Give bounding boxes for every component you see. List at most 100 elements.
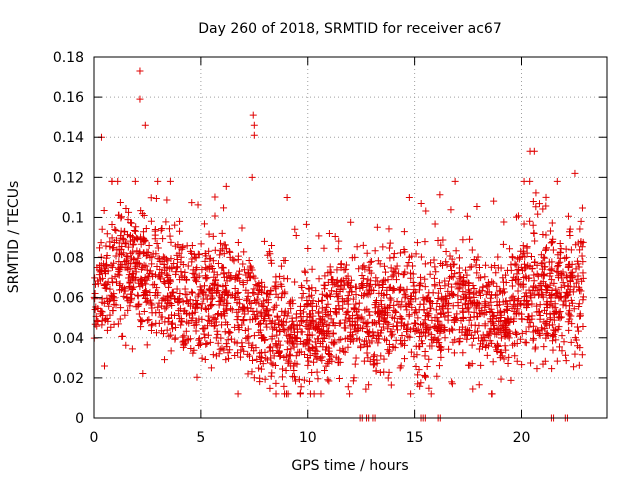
data-point: [544, 283, 552, 291]
data-point: [530, 271, 538, 279]
data-point: [564, 282, 572, 290]
data-point: [393, 326, 401, 334]
data-point: [368, 286, 376, 294]
data-point: [365, 263, 373, 271]
data-point: [344, 383, 352, 391]
data-point: [567, 338, 575, 346]
data-point: [474, 253, 482, 261]
x-tick-label: 20: [513, 430, 531, 446]
data-point: [575, 303, 583, 311]
data-point: [384, 325, 392, 333]
data-point: [563, 289, 571, 297]
y-tick-label: 0.02: [53, 371, 84, 387]
data-point: [470, 284, 478, 292]
data-point: [218, 312, 226, 320]
data-point: [252, 314, 260, 322]
data-point: [102, 254, 110, 262]
data-point: [553, 308, 561, 316]
data-point: [233, 308, 241, 316]
data-point: [531, 291, 539, 299]
data-point: [204, 316, 212, 324]
data-point: [239, 260, 247, 268]
data-point: [223, 343, 231, 351]
data-point: [426, 304, 434, 312]
data-point: [96, 244, 104, 252]
data-point: [512, 261, 520, 269]
data-point: [138, 317, 146, 325]
data-point: [173, 264, 181, 272]
data-point: [139, 370, 147, 378]
data-point: [280, 382, 288, 390]
data-point: [273, 343, 281, 351]
data-point: [383, 319, 391, 327]
data-point: [440, 326, 448, 334]
data-point: [413, 351, 421, 359]
data-point: [556, 293, 564, 301]
data-point: [236, 353, 244, 361]
data-point: [100, 206, 108, 214]
data-point: [576, 310, 584, 318]
data-point: [454, 292, 462, 300]
data-point: [273, 331, 281, 339]
data-point: [155, 309, 163, 317]
data-point: [467, 263, 475, 271]
data-point: [122, 341, 130, 349]
data-point: [553, 263, 561, 271]
data-point: [420, 306, 428, 314]
data-point: [473, 269, 481, 277]
data-point: [218, 321, 226, 329]
data-point: [281, 390, 289, 398]
data-point: [200, 220, 208, 228]
data-point: [318, 316, 326, 324]
data-point: [421, 238, 429, 246]
data-point: [298, 294, 306, 302]
data-point: [254, 320, 262, 328]
data-point: [490, 197, 498, 205]
data-point: [471, 300, 479, 308]
data-point: [438, 322, 446, 330]
data-point: [464, 361, 472, 369]
data-point: [397, 283, 405, 291]
data-point: [549, 346, 557, 354]
data-point: [535, 308, 543, 316]
data-point: [438, 303, 446, 311]
y-tick-label: 0.1: [62, 210, 84, 226]
data-point: [165, 225, 173, 233]
data-point: [203, 340, 211, 348]
data-point: [176, 217, 184, 225]
data-point: [377, 310, 385, 318]
data-point: [216, 239, 224, 247]
data-point: [510, 300, 518, 308]
data-point: [122, 204, 130, 212]
data-point: [262, 306, 270, 314]
data-point: [314, 321, 322, 329]
data-point: [222, 340, 230, 348]
data-point: [434, 335, 442, 343]
data-point: [379, 281, 387, 289]
data-point: [268, 259, 276, 267]
data-point: [548, 276, 556, 284]
data-point: [340, 281, 348, 289]
data-point: [518, 361, 526, 369]
data-point: [574, 272, 582, 280]
data-point: [489, 279, 497, 287]
data-point: [362, 337, 370, 345]
data-point: [434, 317, 442, 325]
data-point: [372, 298, 380, 306]
data-point: [405, 194, 413, 202]
data-point: [321, 346, 329, 354]
data-point: [487, 305, 495, 313]
data-point: [323, 321, 331, 329]
data-point: [541, 357, 549, 365]
data-point: [141, 236, 149, 244]
data-point: [572, 336, 580, 344]
data-point: [159, 253, 167, 261]
data-point: [196, 283, 204, 291]
data-point: [393, 322, 401, 330]
data-point: [254, 290, 262, 298]
data-point: [470, 313, 478, 321]
data-point: [283, 275, 291, 283]
data-point: [396, 364, 404, 372]
data-point: [97, 308, 105, 316]
data-point: [413, 326, 421, 334]
